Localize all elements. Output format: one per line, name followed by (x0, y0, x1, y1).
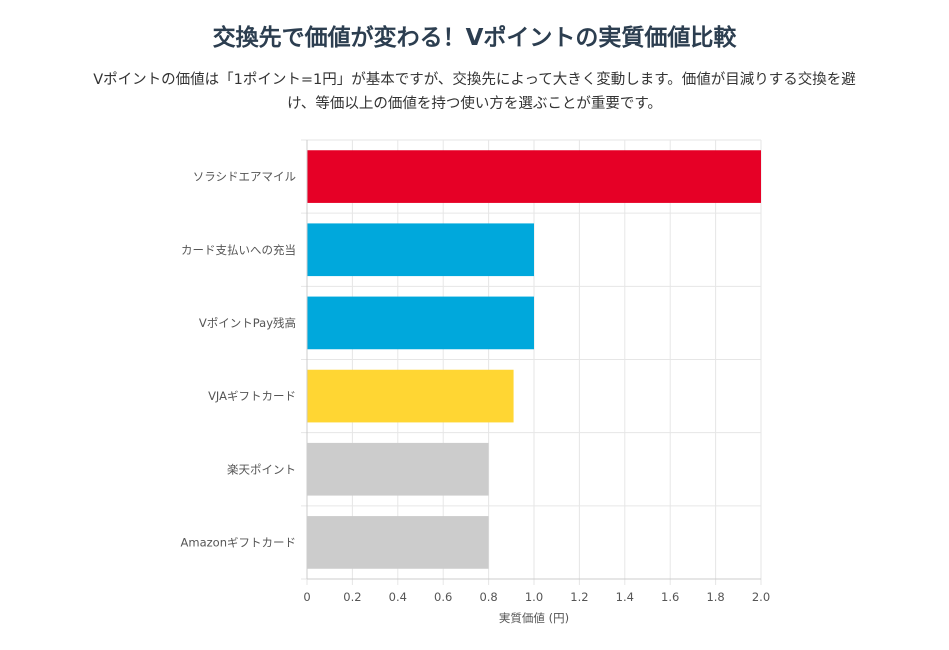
grid-lines (301, 139, 762, 585)
x-tick-label: 1.0 (525, 590, 543, 604)
x-tick-label: 0.4 (389, 590, 407, 604)
x-tick-label: 1.8 (706, 590, 724, 604)
category-label: Amazonギフトカード (181, 535, 296, 549)
axes: 0 0.2 0.4 0.6 0.8 1.0 1.2 1.4 1.6 1.8 2.0 ソラシドエアマイル… (181, 140, 770, 604)
x-tick-label: 1.4 (616, 590, 634, 604)
x-tick-label: 2.0 (752, 590, 770, 604)
x-tick-label: 0.2 (343, 590, 361, 604)
bar[interactable] (307, 442, 489, 496)
category-label: VポイントPay残高 (199, 316, 296, 330)
bar[interactable] (307, 296, 534, 350)
bar[interactable] (307, 516, 489, 569)
category-label: ソラシドエアマイル (193, 170, 296, 184)
bar[interactable] (307, 150, 761, 203)
bar[interactable] (307, 223, 534, 277)
bar[interactable] (307, 369, 514, 423)
chart-description: Vポイントの価値は「1ポイント=1円」が基本ですが、交換先によって大きく変動しま… (93, 72, 856, 112)
bars (307, 150, 761, 569)
x-tick-label: 0.6 (434, 590, 452, 604)
category-label: 楽天ポイント (227, 462, 296, 476)
category-label: カード支払いへの充当 (181, 243, 296, 257)
x-tick-label: 1.2 (570, 590, 588, 604)
x-tick-label: 0.8 (479, 590, 497, 604)
x-axis-title: 実質価値 (円) (499, 611, 569, 625)
x-tick-label: 1.6 (661, 590, 679, 604)
x-tick-label: 0 (303, 590, 310, 604)
category-label: VJAギフトカード (208, 389, 296, 403)
chart-title: 交換先で価値が変わる！Vポイントの実質価値比較 (212, 25, 737, 51)
